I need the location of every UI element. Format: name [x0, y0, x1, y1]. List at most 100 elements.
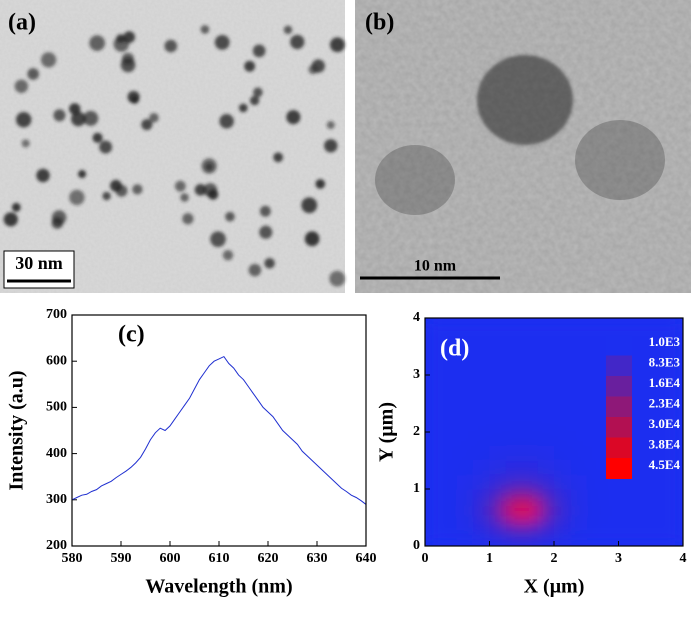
- heatmap-cell: [618, 517, 636, 533]
- heatmap-cell: [618, 531, 636, 546]
- heatmap-cell: [650, 503, 668, 518]
- heatmap-cell: [618, 503, 636, 518]
- colorbar-block: [606, 458, 632, 479]
- heatmap-cell: [570, 460, 587, 476]
- heatmap-cell: [570, 446, 587, 461]
- heatmap-cell: [473, 417, 490, 433]
- nanoparticle: [174, 180, 186, 192]
- nanoparticle: [27, 68, 40, 80]
- x-tick-label: 1: [486, 551, 493, 566]
- heatmap-cell: [457, 318, 474, 333]
- heatmap-cell: [457, 531, 474, 546]
- heatmap-cell: [505, 332, 523, 347]
- colorbar-label: 1.0E3: [649, 334, 681, 349]
- heatmap-cell: [618, 318, 636, 333]
- heatmap-cell: [537, 432, 555, 447]
- heatmap-cell: [457, 389, 474, 404]
- nanoparticle: [305, 231, 320, 246]
- nanoparticle: [102, 191, 111, 201]
- heatmap-cell: [650, 389, 668, 404]
- heatmap-cell: [489, 474, 507, 490]
- nanoparticle: [40, 52, 57, 68]
- heatmap-cell: [570, 318, 587, 333]
- nanoparticle: [141, 119, 153, 131]
- nanoparticle: [315, 179, 326, 189]
- heatmap-cell: [666, 332, 683, 347]
- heatmap-cell: [505, 360, 523, 376]
- heatmap-cell: [457, 446, 474, 461]
- heatmap-cell: [586, 517, 603, 533]
- nanoparticle: [375, 145, 455, 215]
- nanoparticle: [207, 189, 219, 200]
- heatmap-cell: [537, 446, 555, 461]
- heatmap-cell: [666, 360, 683, 376]
- heatmap-cell: [602, 531, 619, 546]
- heatmap-cell: [425, 346, 442, 362]
- heatmap-cell: [505, 531, 523, 546]
- heatmap-cell: [666, 432, 683, 447]
- nanoparticle: [329, 270, 346, 287]
- plot-frame: [71, 314, 367, 547]
- heatmap-cell: [521, 517, 539, 533]
- colorbar-label: 3.8E4: [649, 436, 681, 451]
- heatmap-cell: [489, 332, 507, 347]
- heatmap-cell: [586, 375, 603, 390]
- heatmap-cell: [570, 417, 587, 433]
- heatmap-cell: [441, 375, 458, 390]
- heatmap-cell: [634, 503, 652, 518]
- heatmap-cell: [570, 474, 587, 490]
- heatmap-cell: [473, 346, 490, 362]
- heatmap-cell: [521, 446, 539, 461]
- heatmap-cell: [425, 417, 442, 433]
- heatmap-cell: [505, 403, 523, 419]
- heatmap-cell: [537, 503, 555, 518]
- nanoparticle: [225, 211, 235, 222]
- heatmap-cell: [425, 389, 442, 404]
- heatmap-cell: [505, 474, 523, 490]
- colorbar-block: [606, 335, 632, 356]
- heatmap-cell: [425, 360, 442, 376]
- heatmap-cell: [537, 360, 555, 376]
- heatmap-cell: [586, 346, 603, 362]
- heatmap-cell: [570, 432, 587, 447]
- heatmap-cell: [554, 503, 571, 518]
- heatmap-cell: [457, 332, 474, 347]
- heatmap-cell: [634, 417, 652, 433]
- heatmap-cell: [537, 517, 555, 533]
- heatmap-cell: [505, 460, 523, 476]
- heatmap-cell: [650, 318, 668, 333]
- heatmap-cell: [441, 517, 458, 533]
- heatmap-cell: [441, 474, 458, 490]
- heatmap-cell: [521, 346, 539, 362]
- heatmap-cell: [570, 375, 587, 390]
- nanoparticle: [78, 170, 87, 179]
- heatmap-cell: [554, 474, 571, 490]
- colorbar-label: 8.3E3: [649, 354, 681, 369]
- heatmap-cell: [489, 360, 507, 376]
- nanoparticle: [11, 202, 21, 212]
- nanoparticle: [36, 168, 50, 183]
- nanoparticle: [273, 152, 284, 163]
- heatmap-cell: [554, 389, 571, 404]
- heatmap-cell: [666, 346, 683, 362]
- heatmap-cell: [537, 375, 555, 390]
- x-tick-label: 4: [680, 551, 687, 566]
- heatmap-cell: [425, 318, 442, 333]
- heatmap-cell: [505, 489, 523, 504]
- heatmap-cell: [457, 503, 474, 518]
- heatmap-cell: [586, 389, 603, 404]
- nanoparticle: [3, 212, 18, 227]
- heatmap-cell: [602, 318, 619, 333]
- heatmap-cell: [537, 403, 555, 419]
- nanoparticle: [15, 111, 32, 128]
- heatmap-cell: [489, 403, 507, 419]
- heatmap-cell: [489, 346, 507, 362]
- heatmap-cell: [489, 489, 507, 504]
- heatmap-cell: [457, 474, 474, 490]
- heatmap-cell: [441, 332, 458, 347]
- heatmap-cell: [489, 446, 507, 461]
- nanoparticles: [3, 25, 346, 287]
- heatmap-cell: [570, 346, 587, 362]
- heatmap-cell: [650, 517, 668, 533]
